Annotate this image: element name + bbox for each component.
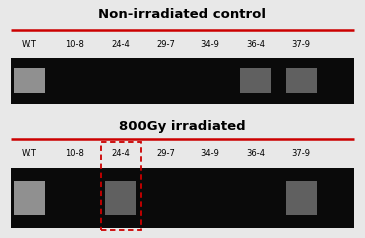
Bar [14, 69, 45, 93]
Text: 10-8: 10-8 [65, 149, 84, 158]
Text: 29-7: 29-7 [157, 149, 176, 158]
Text: W.T: W.T [22, 149, 36, 158]
Text: W.T: W.T [22, 40, 36, 49]
Bar [101, 142, 141, 230]
Bar [240, 69, 271, 93]
Bar [105, 181, 136, 215]
Text: 37-9: 37-9 [292, 40, 311, 49]
Text: 29-7: 29-7 [157, 40, 176, 49]
Text: 36-4: 36-4 [246, 149, 265, 158]
Text: Non-irradiated control: Non-irradiated control [99, 8, 266, 21]
Bar [14, 181, 45, 215]
Text: 34-9: 34-9 [200, 40, 219, 49]
Text: 36-4: 36-4 [246, 40, 265, 49]
Text: 24-4: 24-4 [111, 149, 130, 158]
Bar [286, 181, 316, 215]
Bar [11, 168, 354, 228]
Text: 800Gy irradiated: 800Gy irradiated [119, 120, 246, 133]
Text: 10-8: 10-8 [65, 40, 84, 49]
Text: 34-9: 34-9 [200, 149, 219, 158]
Bar [286, 69, 316, 93]
Bar [11, 58, 354, 104]
Text: 24-4: 24-4 [111, 40, 130, 49]
Text: 37-9: 37-9 [292, 149, 311, 158]
